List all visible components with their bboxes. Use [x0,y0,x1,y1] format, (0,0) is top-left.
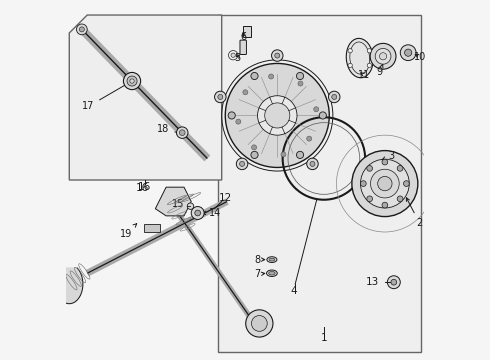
Text: 13: 13 [366,277,379,287]
Circle shape [307,136,312,141]
Circle shape [367,196,372,202]
Text: 17: 17 [82,83,129,112]
Ellipse shape [267,270,277,276]
Circle shape [265,103,290,128]
Text: 11: 11 [358,70,370,80]
Circle shape [195,210,200,216]
Circle shape [236,158,248,170]
Circle shape [251,72,258,80]
Circle shape [296,151,304,158]
Text: 1: 1 [320,333,327,343]
Text: 14: 14 [202,208,221,218]
Circle shape [378,176,392,191]
Circle shape [281,152,286,157]
Circle shape [218,94,223,99]
Circle shape [251,145,257,150]
Polygon shape [56,268,83,303]
Text: 6: 6 [241,32,247,41]
Circle shape [245,310,273,337]
Ellipse shape [269,271,275,275]
Circle shape [382,202,388,208]
Circle shape [367,166,372,171]
Circle shape [251,316,267,331]
FancyBboxPatch shape [243,26,251,37]
Polygon shape [155,187,191,216]
Circle shape [367,49,371,53]
Circle shape [215,91,226,103]
Circle shape [379,53,387,60]
Text: 3: 3 [382,150,394,161]
Circle shape [179,130,185,135]
Circle shape [310,161,315,166]
Circle shape [375,48,391,64]
FancyBboxPatch shape [240,40,246,54]
Ellipse shape [269,258,275,261]
Circle shape [243,90,248,95]
Text: 12: 12 [219,193,232,203]
Circle shape [231,53,235,57]
Circle shape [240,161,245,166]
Circle shape [298,81,303,86]
Circle shape [258,96,297,135]
Circle shape [361,159,409,208]
Text: 2: 2 [406,198,423,228]
Text: 5: 5 [234,53,240,63]
Text: 19: 19 [120,224,137,239]
Circle shape [176,127,188,138]
Ellipse shape [267,257,277,262]
Text: 15: 15 [172,199,184,210]
Circle shape [127,76,137,86]
Circle shape [400,45,416,60]
Circle shape [275,53,280,58]
Circle shape [328,91,340,103]
Text: 18: 18 [157,124,180,134]
Text: 7: 7 [254,269,265,279]
Circle shape [367,63,371,68]
Circle shape [271,50,283,61]
Circle shape [269,74,273,79]
Circle shape [388,276,400,289]
Text: 10: 10 [414,52,426,62]
Circle shape [76,24,87,35]
Circle shape [225,63,329,167]
Text: 4: 4 [290,286,297,296]
Circle shape [382,159,388,165]
Text: 16: 16 [136,183,149,193]
FancyBboxPatch shape [144,225,160,232]
Circle shape [123,72,141,90]
Circle shape [332,94,337,99]
Circle shape [361,181,366,186]
Circle shape [405,49,412,56]
Circle shape [397,166,403,171]
FancyBboxPatch shape [218,15,421,352]
Circle shape [391,279,397,285]
Circle shape [187,203,194,210]
Circle shape [370,43,396,69]
Circle shape [79,27,84,32]
Circle shape [348,49,352,53]
Circle shape [191,207,204,220]
Circle shape [251,151,258,158]
Circle shape [307,158,318,170]
Text: 8: 8 [254,255,265,265]
Circle shape [403,181,409,186]
Circle shape [319,112,326,119]
Circle shape [397,196,403,202]
Circle shape [130,79,134,83]
Circle shape [296,72,304,80]
Circle shape [236,119,241,124]
Circle shape [352,150,418,217]
Polygon shape [69,15,221,180]
Circle shape [314,107,319,112]
Circle shape [228,112,235,119]
Circle shape [370,169,399,198]
Text: 9: 9 [376,64,383,77]
Text: 16: 16 [138,182,151,192]
Circle shape [348,63,352,68]
Ellipse shape [346,39,373,78]
